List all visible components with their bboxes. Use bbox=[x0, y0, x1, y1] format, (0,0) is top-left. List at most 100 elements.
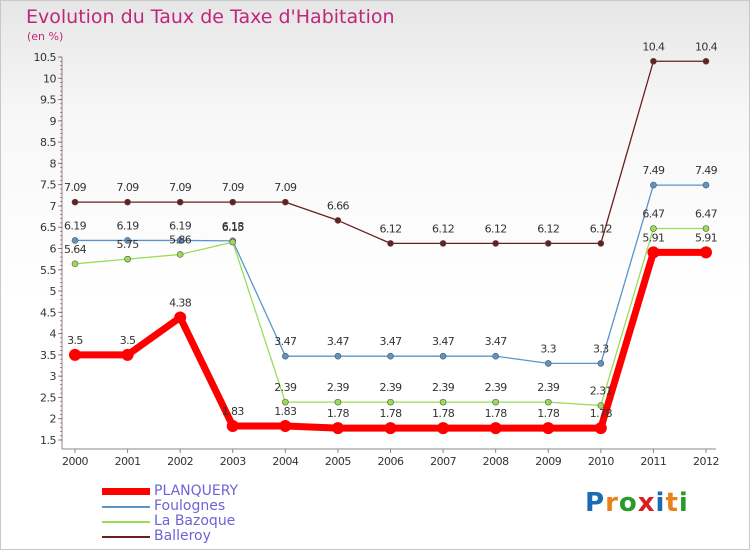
data-label: 6.12 bbox=[432, 222, 454, 235]
y-tick-label: 6.5 bbox=[40, 221, 56, 234]
legend-label: Balleroy bbox=[154, 528, 211, 544]
logo-letter: i bbox=[678, 488, 689, 518]
data-label: 5.91 bbox=[642, 231, 664, 244]
data-label: 3.47 bbox=[327, 335, 350, 348]
legend-item-balleroy: Balleroy bbox=[102, 529, 238, 544]
data-point bbox=[492, 240, 499, 247]
y-tick-label: 10.5 bbox=[34, 51, 57, 64]
legend-label: La Bazoque bbox=[154, 513, 236, 529]
legend-label: PLANQUERY bbox=[154, 483, 239, 499]
legend-swatch bbox=[102, 520, 150, 523]
data-label: 5.91 bbox=[695, 231, 717, 244]
data-point bbox=[439, 398, 447, 406]
y-tick-label: 4 bbox=[50, 328, 57, 341]
data-label: 6.19 bbox=[169, 219, 192, 232]
data-label: 2.39 bbox=[537, 381, 560, 394]
data-label: 6.12 bbox=[590, 222, 612, 235]
data-point bbox=[71, 260, 79, 268]
y-tick-label: 2.5 bbox=[40, 391, 56, 404]
data-label: 7.09 bbox=[222, 181, 245, 194]
data-point bbox=[334, 398, 342, 406]
logo-letter: t bbox=[665, 488, 679, 518]
data-point bbox=[331, 422, 344, 435]
data-point bbox=[124, 237, 131, 244]
y-tick-label: 6 bbox=[50, 243, 57, 256]
x-tick-label: 2009 bbox=[535, 455, 561, 468]
x-tick-label: 2004 bbox=[272, 455, 298, 468]
logo-letter: i bbox=[655, 488, 666, 518]
data-label: 7.09 bbox=[169, 181, 192, 194]
data-point bbox=[176, 251, 184, 258]
y-tick-label: 8.5 bbox=[40, 136, 56, 149]
data-point bbox=[544, 398, 552, 406]
y-tick-label: 1.5 bbox=[40, 434, 56, 447]
data-point bbox=[176, 198, 184, 206]
legend-swatch bbox=[102, 535, 150, 538]
data-label: 1.78 bbox=[432, 407, 455, 420]
data-point bbox=[597, 240, 605, 247]
data-label: 7.09 bbox=[64, 181, 87, 194]
data-point bbox=[124, 255, 131, 263]
data-label: 2.39 bbox=[432, 381, 455, 394]
legend-item-la-bazoque: La Bazoque bbox=[102, 514, 238, 529]
data-label: 6.12 bbox=[379, 222, 401, 235]
proxiti-logo: Proxiti bbox=[585, 488, 689, 518]
data-label: 1.78 bbox=[590, 407, 613, 420]
legend-swatch bbox=[102, 488, 150, 495]
x-tick-label: 2006 bbox=[378, 455, 404, 468]
y-tick-label: 2 bbox=[50, 413, 57, 426]
data-label: 5.86 bbox=[169, 233, 192, 246]
data-label: 1.83 bbox=[222, 405, 245, 418]
data-label: 6.12 bbox=[485, 222, 507, 235]
data-point bbox=[124, 198, 131, 206]
data-label: 6.47 bbox=[642, 207, 665, 220]
data-label: 1.78 bbox=[537, 407, 560, 420]
data-label: 1.78 bbox=[379, 407, 402, 420]
data-point bbox=[174, 311, 187, 324]
data-point bbox=[702, 57, 710, 65]
data-point bbox=[594, 422, 607, 435]
data-label: 2.39 bbox=[379, 381, 402, 394]
data-point bbox=[647, 246, 660, 259]
y-tick-label: 7.5 bbox=[40, 179, 56, 192]
legend-swatch bbox=[102, 505, 150, 508]
data-point bbox=[282, 198, 289, 206]
data-point bbox=[492, 398, 499, 406]
data-label: 2.39 bbox=[274, 381, 297, 394]
data-point bbox=[702, 225, 710, 232]
data-point bbox=[176, 237, 184, 244]
data-point bbox=[437, 422, 450, 435]
data-point bbox=[597, 360, 605, 367]
logo-letter: P bbox=[585, 488, 606, 518]
data-label: 3.47 bbox=[379, 335, 402, 348]
data-label: 5.64 bbox=[64, 243, 87, 256]
x-tick-label: 2005 bbox=[325, 455, 351, 468]
y-tick-label: 3 bbox=[50, 370, 57, 383]
y-tick-label: 8 bbox=[50, 157, 57, 170]
data-label: 3.47 bbox=[274, 335, 297, 348]
data-label: 6.47 bbox=[695, 207, 718, 220]
data-point bbox=[544, 240, 552, 247]
data-label: 7.49 bbox=[642, 164, 665, 177]
y-tick-label: 5.5 bbox=[40, 264, 56, 277]
data-label: 3.3 bbox=[540, 342, 556, 355]
data-point bbox=[69, 348, 81, 361]
data-label: 1.83 bbox=[274, 405, 297, 418]
data-point bbox=[71, 237, 79, 244]
data-point bbox=[226, 419, 239, 432]
data-label: 2.39 bbox=[327, 381, 350, 394]
x-tick-label: 2000 bbox=[62, 455, 88, 468]
data-label: 2.31 bbox=[590, 385, 612, 398]
data-point bbox=[334, 352, 342, 360]
data-point bbox=[334, 217, 342, 224]
data-point bbox=[492, 352, 499, 360]
data-label: 10.4 bbox=[642, 40, 665, 53]
y-tick-label: 3.5 bbox=[40, 349, 56, 362]
data-point bbox=[439, 240, 447, 247]
data-point bbox=[597, 402, 605, 409]
data-label: 5.75 bbox=[117, 238, 140, 251]
data-label: 3.47 bbox=[485, 335, 508, 348]
data-label: 3.5 bbox=[120, 334, 136, 347]
legend: PLANQUERY Foulognes La Bazoque Balleroy bbox=[102, 484, 238, 544]
